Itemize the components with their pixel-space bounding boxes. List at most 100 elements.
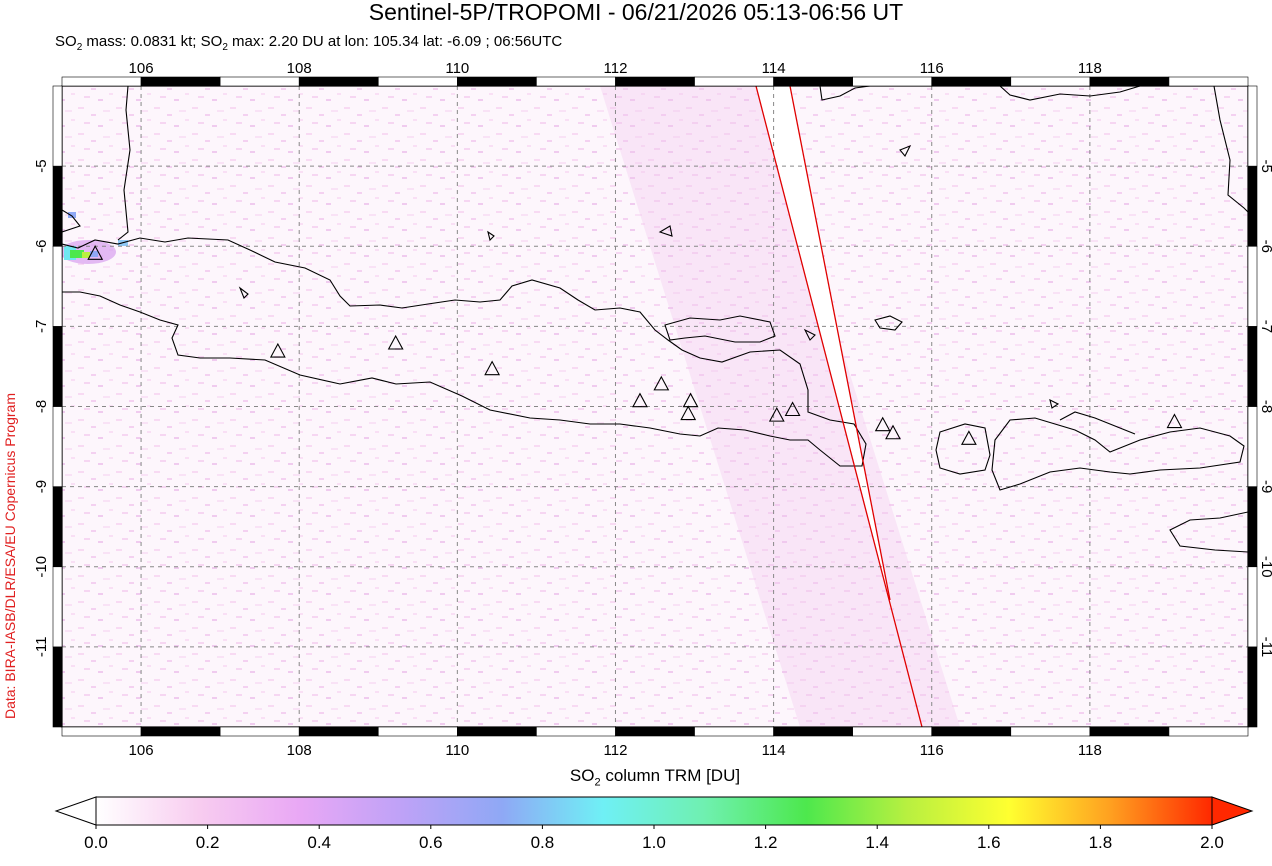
volcano-marker [87, 245, 104, 260]
coastlines [62, 86, 1248, 553]
so2-summary: SO2 mass: 0.0831 kt; SO2 max: 2.20 DU at… [55, 33, 563, 53]
lon-tick-label-top: 116 [920, 60, 944, 77]
frame-bar-left [52, 326, 63, 407]
lat-tick-label-right: -8 [1258, 400, 1272, 413]
frame-bar-top [931, 76, 1012, 87]
volcano-marker [885, 424, 901, 440]
lat-tick-label-right: -5 [1258, 159, 1272, 172]
frame-bar-top [773, 76, 853, 87]
volcano-marker [632, 392, 648, 408]
lon-tick-label-bottom: 110 [445, 742, 469, 759]
colorbar-tick-label: 0.6 [419, 833, 443, 852]
frame-bar-top [377, 76, 458, 87]
frame-bar-bottom [219, 726, 300, 737]
colorbar-tick-label: 1.4 [865, 833, 889, 852]
frame-bar-left [52, 566, 63, 648]
colorbar-tick-label: 0.4 [307, 833, 331, 852]
colorbar-tick-label: 2.0 [1200, 833, 1224, 852]
frame-bar-bottom [377, 726, 458, 737]
frame-bar-top [298, 76, 379, 87]
volcano-marker [269, 342, 286, 358]
lon-tick-label-top: 110 [445, 60, 469, 77]
volcano-markers [87, 245, 1183, 445]
frame-bar-left [52, 165, 63, 247]
lat-tick-label-right: -7 [1258, 320, 1272, 333]
frame-bar-right [1247, 646, 1258, 728]
map-title: Sentinel-5P/TROPOMI - 06/21/2026 05:13-0… [368, 0, 904, 25]
frame-bars [52, 76, 1258, 737]
frame-bar-bottom [1168, 726, 1249, 737]
frame-bar-top [1168, 76, 1249, 87]
frame-bar-top [852, 76, 933, 87]
lon-tick-label-bottom: 108 [287, 742, 312, 759]
frame-bar-left [52, 245, 63, 327]
frame-bar-bottom [694, 726, 774, 737]
frame-bar-bottom [61, 726, 142, 737]
lat-tick-label-right: -9 [1258, 480, 1272, 493]
colorbar-tick-label: 1.6 [977, 833, 1001, 852]
frame-bar-bottom [852, 726, 933, 737]
map-field [62, 86, 1248, 727]
volcano-marker [680, 405, 697, 421]
frame-bar-right [1247, 165, 1258, 247]
frame-bar-right [1247, 566, 1258, 648]
frame-bar-top [140, 76, 221, 87]
lat-tick-label-left: -11 [33, 637, 50, 658]
frame-bar-left [52, 406, 63, 487]
volcano-marker [387, 334, 404, 350]
frame-bar-right [1247, 245, 1258, 327]
lat-tick-label-left: -8 [33, 400, 50, 413]
frame-bar-right [1247, 486, 1258, 568]
lat-tick-label-left: -6 [33, 240, 50, 253]
volcano-marker [784, 401, 801, 417]
colorbar-tick-label: 0.0 [84, 833, 108, 852]
frame-bar-bottom [615, 726, 695, 737]
frame-bar-bottom [140, 726, 221, 737]
frame-bar-top [457, 76, 537, 87]
frame-bar-top [1089, 76, 1170, 87]
frame-bar-bottom [298, 726, 379, 737]
colorbar-ramp [95, 796, 1213, 826]
volcano-marker [653, 375, 670, 391]
frame-bar-top [694, 76, 774, 87]
graticule [62, 86, 1248, 727]
colorbar-over-arrow [1211, 796, 1254, 826]
lat-tick-label-right: -10 [1258, 556, 1272, 578]
colorbar: 0.0 0.2 0.4 0.6 0.8 1.0 1.2 1.4 1.6 1.8 2.0 [54, 796, 1254, 852]
frame-bar-bottom [536, 726, 616, 737]
volcano-marker [874, 416, 891, 432]
frame-bar-top [536, 76, 616, 87]
volcano-marker [682, 392, 699, 408]
lon-tick-label-bottom: 114 [762, 742, 786, 759]
colorbar-under-arrow [54, 796, 97, 826]
volcano-marker [960, 430, 977, 445]
volcano-marker [484, 360, 501, 376]
lon-tick-label-top: 118 [1078, 60, 1102, 77]
volcano-marker [1166, 413, 1183, 429]
lon-tick-label-top: 112 [604, 60, 628, 77]
colorbar-tick-label: 1.0 [642, 833, 666, 852]
colorbar-label: SO2 column TRM [DU] [569, 766, 741, 789]
frame-bar-top [219, 76, 300, 87]
frame-bar-right [1247, 326, 1258, 407]
lon-tick-label-bottom: 112 [604, 742, 628, 759]
frame-bar-bottom [1010, 726, 1091, 737]
lat-tick-label-left: -9 [33, 480, 50, 493]
frame-bar-top [615, 76, 695, 87]
frame-bar-left [52, 486, 63, 568]
frame-bar-top [1010, 76, 1091, 87]
frame-bar-top [61, 76, 142, 87]
frame-bar-left [52, 646, 63, 728]
lat-tick-label-left: -7 [33, 320, 50, 333]
lon-tick-label-bottom: 106 [129, 742, 154, 759]
axis-labels: 106 106 108 108 110 110 112 112 114 114 116 116 118 1… [33, 60, 1272, 759]
lon-tick-label-top: 114 [762, 60, 786, 77]
colorbar-tick-label: 1.2 [754, 833, 778, 852]
frame-bar-bottom [773, 726, 853, 737]
lon-tick-label-bottom: 116 [920, 742, 944, 759]
lat-tick-label-left: -10 [33, 556, 50, 578]
lat-tick-label-right: -11 [1258, 637, 1272, 658]
volcano-marker [768, 406, 785, 422]
frame-bar-right [1247, 406, 1258, 487]
